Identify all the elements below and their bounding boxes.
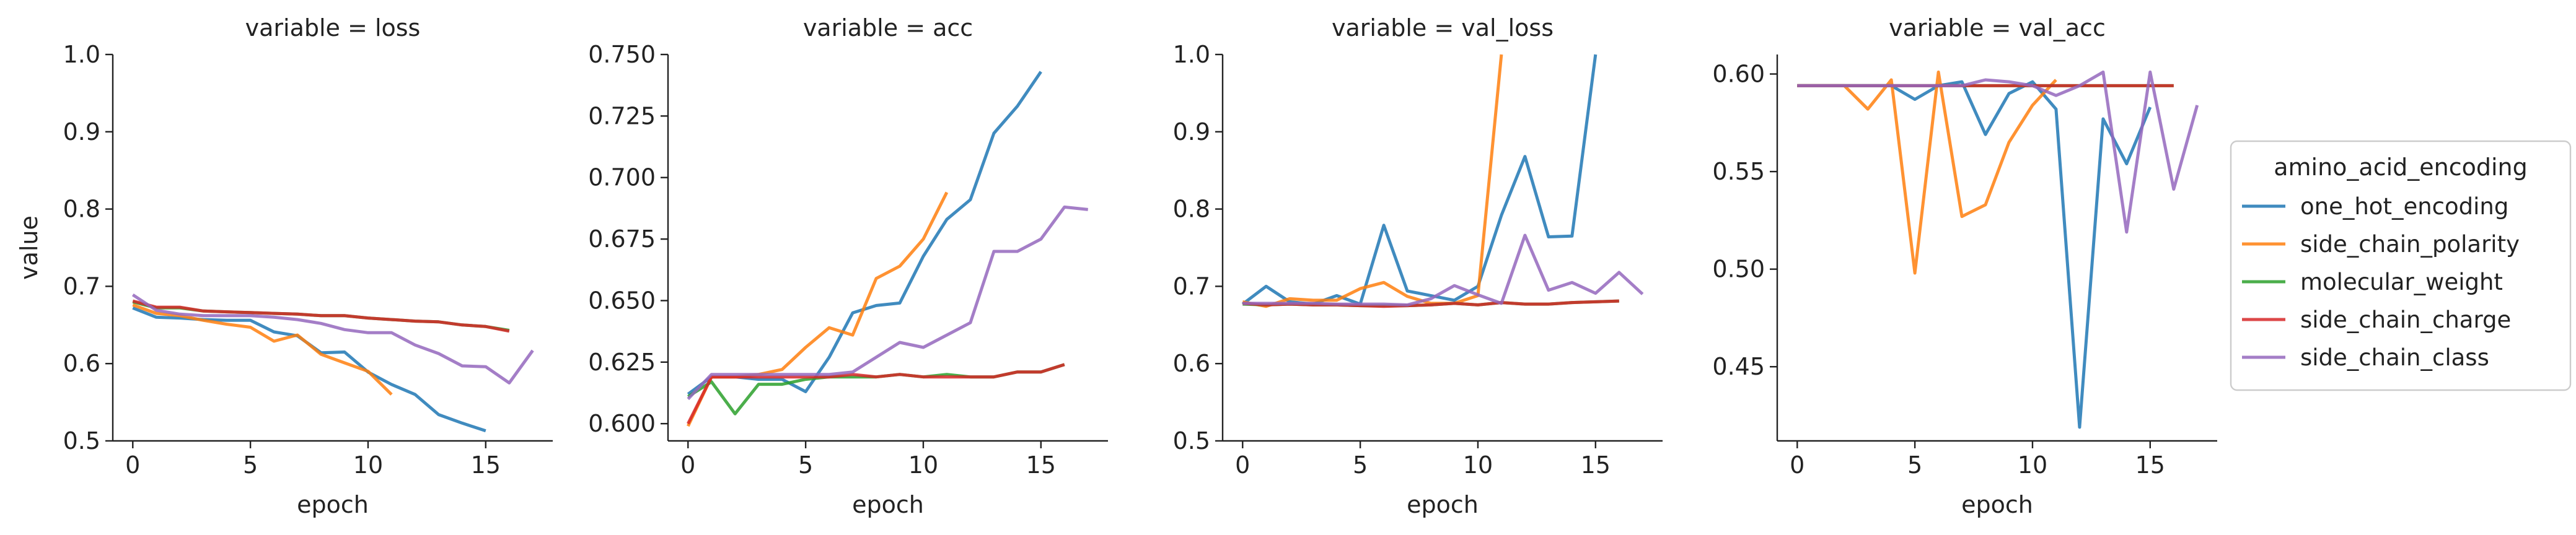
y-tick-label: 0.9 — [1173, 118, 1210, 146]
legend-title: amino_acid_encoding — [2274, 154, 2528, 181]
facet-panel-loss: variable = loss 0.5 0.6 0.7 0.8 0.9 1.0 0 5 10 15 e… — [63, 14, 553, 518]
series-line-side_chain_class — [687, 205, 1088, 401]
series-line-side_chain_charge — [132, 299, 510, 333]
y-tick-label: 0.8 — [1173, 196, 1210, 223]
series-line-side_chain_class — [131, 294, 534, 385]
series-line-side_chain_charge — [687, 363, 1065, 425]
y-tick-label: 0.55 — [1712, 158, 1765, 185]
y-tick-label: 1.0 — [63, 41, 100, 68]
x-tick-label: 0 — [1235, 451, 1250, 479]
x-tick-label: 15 — [471, 451, 501, 479]
legend-items: one_hot_encoding side_chain_polaritymolec… — [2242, 193, 2520, 371]
y-tick-label: 0.675 — [588, 225, 656, 253]
facet-panels: variable = loss 0.5 0.6 0.7 0.8 0.9 1.0 0 5 10 15 e… — [63, 14, 2217, 518]
x-tick-label: 15 — [1581, 451, 1611, 479]
y-tick-label: 0.5 — [63, 427, 100, 455]
panel-title-acc: variable = acc — [803, 14, 973, 41]
facet-panel-acc: variable = acc 0.600 0.625 0.650 0.675 0.700 0… — [588, 14, 1108, 518]
x-tick-label: 0 — [1790, 451, 1805, 479]
legend-label-one_hot_encoding: one_hot_encoding — [2300, 193, 2508, 220]
y-tick-label: 0.5 — [1173, 427, 1210, 455]
y-tick-label: 0.625 — [588, 349, 656, 376]
x-tick-label: 10 — [2018, 451, 2047, 479]
y-tick-label: 0.8 — [63, 196, 100, 223]
y-tick-label: 0.50 — [1712, 256, 1765, 283]
y-tick-label: 0.6 — [63, 350, 100, 377]
panel-title-val_acc: variable = val_acc — [1889, 14, 2106, 41]
y-tick-label: 0.650 — [588, 287, 656, 314]
y-tick-label: 0.60 — [1712, 61, 1765, 88]
x-tick-label: 5 — [1353, 451, 1368, 479]
panel-title-val_loss: variable = val_loss — [1332, 14, 1554, 41]
x-tick-label: 5 — [798, 451, 813, 479]
x-tick-label: 0 — [125, 451, 140, 479]
x-axis-title: epoch — [1407, 491, 1479, 518]
x-tick-label: 15 — [1026, 451, 1056, 479]
y-axis-title: value — [15, 215, 43, 280]
y-tick-label: 0.700 — [588, 164, 656, 191]
facet-panel-val_loss: variable = val_loss 0.5 0.6 0.7 0.8 0.9 1.0 0 5 1… — [1173, 14, 1663, 518]
x-tick-label: 0 — [680, 451, 695, 479]
y-tick-label: 1.0 — [1173, 41, 1210, 68]
y-tick-label: 0.725 — [588, 102, 656, 129]
legend-label-side_chain_polarity: side_chain_polarity — [2300, 231, 2520, 258]
y-tick-label: 0.600 — [588, 410, 656, 437]
panel-title-loss: variable = loss — [245, 14, 421, 41]
legend-label-side_chain_class: side_chain_class — [2300, 344, 2489, 371]
x-tick-label: 5 — [243, 451, 258, 479]
x-tick-label: 10 — [908, 451, 938, 479]
x-tick-label: 5 — [1907, 451, 1922, 479]
y-tick-label: 0.6 — [1173, 350, 1210, 377]
series-line-side_chain_polarity — [132, 303, 393, 396]
series-line-side_chain_class — [1242, 233, 1644, 307]
x-tick-label: 10 — [353, 451, 383, 479]
y-tick-label: 0.750 — [588, 41, 656, 68]
y-tick-label: 0.7 — [1173, 272, 1210, 300]
facet-panel-val_acc: variable = val_acc 0.45 0.50 0.55 0.60 0 5 10 15… — [1712, 14, 2217, 518]
legend-label-molecular_weight: molecular_weight — [2300, 269, 2503, 295]
x-tick-label: 10 — [1463, 451, 1493, 479]
legend: amino_acid_encoding one_hot_encodingside… — [2230, 140, 2572, 391]
legend-label-side_chain_charge: side_chain_charge — [2300, 307, 2511, 333]
series-line-side_chain_class — [1797, 70, 2199, 234]
x-axis-title: epoch — [297, 491, 369, 518]
x-tick-label: 15 — [2135, 451, 2165, 479]
y-tick-label: 0.45 — [1712, 353, 1765, 380]
y-tick-label: 0.7 — [63, 272, 100, 300]
legend-frame — [2230, 140, 2572, 391]
x-axis-title: epoch — [852, 491, 924, 518]
x-axis-title: epoch — [1961, 491, 2033, 518]
y-tick-label: 0.9 — [63, 118, 100, 146]
